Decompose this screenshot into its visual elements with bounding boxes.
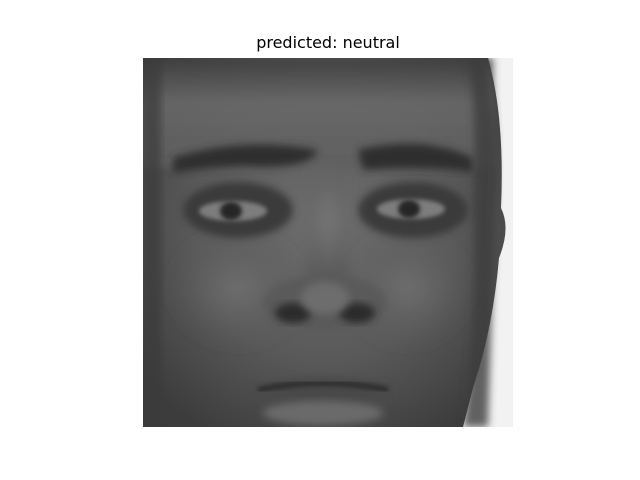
plot-title: predicted: neutral [256,33,400,52]
face-image [143,58,513,427]
face-photo-graphic [143,58,513,427]
